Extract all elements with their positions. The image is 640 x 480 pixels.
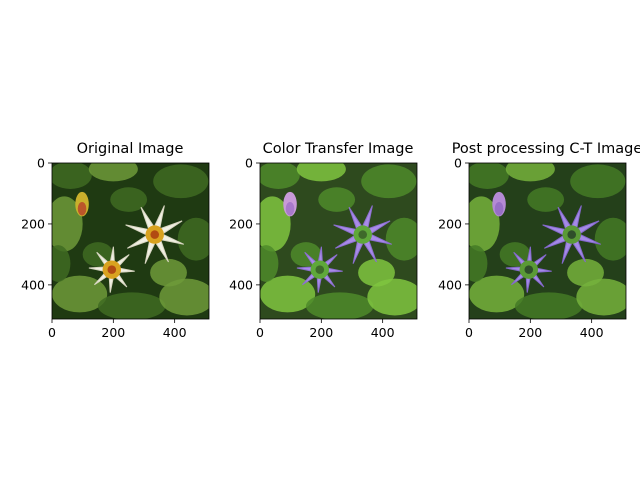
panel-title: Color Transfer Image: [263, 141, 414, 157]
leaf-shape: [260, 163, 300, 189]
leaf-shape: [469, 163, 509, 189]
panel-title: Original Image: [77, 141, 184, 157]
leaf-shape: [260, 196, 291, 252]
leaf-shape: [358, 258, 395, 287]
leaf-shape: [570, 164, 626, 199]
y-tick-label: 200: [229, 216, 253, 231]
x-tick-label: 200: [518, 325, 542, 340]
leaf-shape: [361, 164, 417, 199]
image-area: [260, 163, 417, 319]
y-tick-label: 400: [229, 277, 253, 292]
leaf-shape: [515, 292, 583, 319]
x-tick-label: 400: [580, 325, 604, 340]
flower-center-dot: [524, 265, 534, 274]
axes-frame: [259, 162, 418, 320]
x-tick-label: 0: [48, 325, 56, 340]
image-area: [469, 163, 626, 319]
flower-center-dot: [150, 230, 160, 239]
panel-title: Post processing C-T Image: [452, 141, 640, 157]
leaf-shape: [367, 278, 417, 316]
x-tick-label: 0: [256, 325, 264, 340]
leaf-shape: [52, 196, 83, 252]
x-tick-label: 200: [101, 325, 125, 340]
leaf-shape: [567, 258, 604, 287]
leaf-shape: [177, 217, 209, 261]
x-tick-label: 400: [163, 325, 187, 340]
leaf-shape: [260, 245, 279, 282]
panel-1: Original Image 0 200 400 0 200 400: [21, 141, 210, 340]
leaf-shape: [296, 163, 346, 182]
leaf-shape: [153, 164, 209, 199]
leaf-shape: [505, 163, 555, 182]
leaf-shape: [318, 187, 356, 212]
flower-center-dot: [315, 265, 325, 274]
leaf-shape: [88, 163, 138, 182]
leaf-shape: [385, 217, 417, 261]
y-tick-label: 0: [454, 156, 462, 171]
axes-frame: [468, 162, 627, 320]
leaf-shape: [52, 275, 108, 313]
bud-tip: [285, 201, 295, 216]
leaf-shape: [52, 245, 71, 282]
leaf-shape: [159, 278, 209, 316]
leaf-shape: [469, 275, 525, 313]
bud-tip: [494, 201, 504, 216]
leaf-shape: [576, 278, 626, 316]
y-tick-label: 400: [438, 277, 462, 292]
panel-2: Color Transfer Image 0 200 400 0 200 400: [229, 141, 418, 340]
y-tick-label: 400: [21, 277, 45, 292]
y-tick-label: 200: [438, 216, 462, 231]
bud-tip: [77, 201, 87, 216]
flower-center-dot: [358, 230, 368, 239]
x-tick-label: 0: [465, 325, 473, 340]
leaf-shape: [150, 258, 187, 287]
y-tick-label: 0: [37, 156, 45, 171]
leaf-shape: [306, 292, 374, 319]
image-area: [52, 163, 209, 319]
leaf-shape: [469, 196, 500, 252]
y-tick-label: 0: [245, 156, 253, 171]
y-tick-label: 200: [21, 216, 45, 231]
flower-center-dot: [567, 230, 577, 239]
x-tick-label: 200: [309, 325, 333, 340]
leaf-shape: [469, 245, 488, 282]
flower-center-dot: [107, 265, 117, 274]
leaf-shape: [260, 275, 316, 313]
x-tick-label: 400: [371, 325, 395, 340]
leaf-shape: [110, 187, 148, 212]
leaf-shape: [527, 187, 565, 212]
leaf-shape: [52, 163, 92, 189]
leaf-shape: [594, 217, 626, 261]
leaf-shape: [98, 292, 166, 319]
axes-frame: [51, 162, 210, 320]
